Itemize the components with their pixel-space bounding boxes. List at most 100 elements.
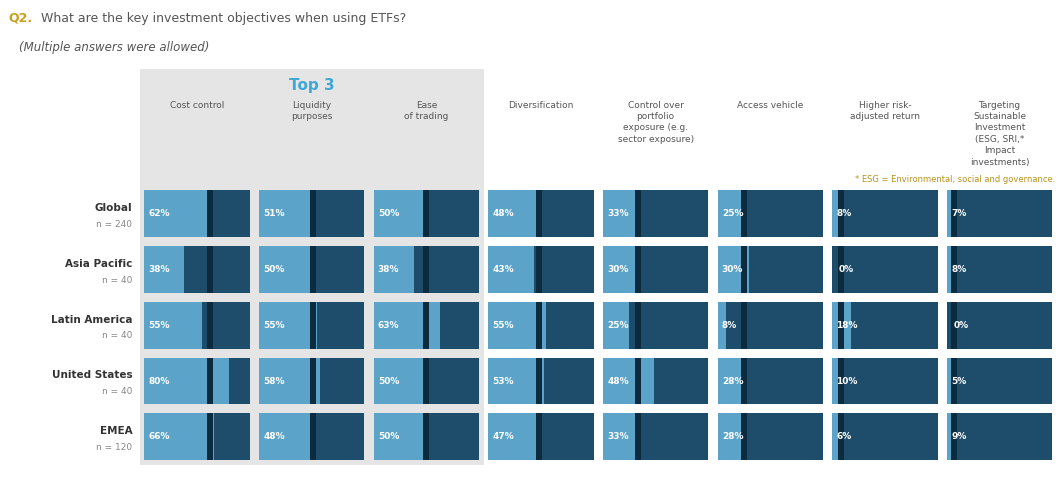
Text: 30%: 30% — [722, 265, 743, 274]
FancyBboxPatch shape — [603, 413, 638, 460]
Text: 28%: 28% — [722, 376, 743, 386]
Text: 80%: 80% — [148, 376, 169, 386]
FancyBboxPatch shape — [603, 358, 653, 404]
FancyBboxPatch shape — [603, 191, 708, 237]
FancyBboxPatch shape — [144, 246, 250, 293]
FancyBboxPatch shape — [951, 246, 957, 293]
FancyBboxPatch shape — [718, 413, 823, 460]
Text: 8%: 8% — [951, 265, 966, 274]
Text: 33%: 33% — [607, 432, 629, 441]
FancyBboxPatch shape — [259, 246, 311, 293]
FancyBboxPatch shape — [374, 358, 427, 404]
FancyBboxPatch shape — [488, 246, 534, 293]
FancyBboxPatch shape — [951, 413, 957, 460]
FancyBboxPatch shape — [603, 246, 634, 293]
Text: Targeting
Sustainable
Investment
(ESG, SRI,*
Impact
investments): Targeting Sustainable Investment (ESG, S… — [970, 101, 1029, 167]
FancyBboxPatch shape — [947, 246, 955, 293]
FancyBboxPatch shape — [947, 302, 1053, 349]
FancyBboxPatch shape — [718, 246, 749, 293]
FancyBboxPatch shape — [741, 302, 747, 349]
FancyBboxPatch shape — [374, 191, 427, 237]
FancyBboxPatch shape — [207, 191, 213, 237]
FancyBboxPatch shape — [374, 246, 414, 293]
Text: 58%: 58% — [264, 376, 285, 386]
Text: 55%: 55% — [492, 321, 514, 330]
Text: n = 40: n = 40 — [102, 275, 132, 285]
FancyBboxPatch shape — [374, 246, 479, 293]
FancyBboxPatch shape — [488, 413, 538, 460]
Text: n = 40: n = 40 — [102, 387, 132, 396]
FancyBboxPatch shape — [951, 358, 957, 404]
FancyBboxPatch shape — [310, 246, 316, 293]
FancyBboxPatch shape — [634, 191, 641, 237]
Text: 43%: 43% — [492, 265, 514, 274]
FancyBboxPatch shape — [488, 358, 594, 404]
Text: 62%: 62% — [148, 209, 170, 218]
FancyBboxPatch shape — [259, 191, 364, 237]
FancyBboxPatch shape — [832, 358, 843, 404]
FancyBboxPatch shape — [718, 302, 823, 349]
FancyBboxPatch shape — [144, 191, 250, 237]
FancyBboxPatch shape — [536, 413, 542, 460]
FancyBboxPatch shape — [488, 191, 594, 237]
Text: n = 240: n = 240 — [96, 220, 132, 229]
Text: n = 120: n = 120 — [96, 443, 132, 452]
FancyBboxPatch shape — [536, 246, 542, 293]
FancyBboxPatch shape — [838, 191, 844, 237]
FancyBboxPatch shape — [947, 191, 1053, 237]
Text: Diversification: Diversification — [508, 101, 574, 110]
Text: Higher risk-
adjusted return: Higher risk- adjusted return — [850, 101, 920, 121]
FancyBboxPatch shape — [374, 302, 479, 349]
FancyBboxPatch shape — [144, 246, 184, 293]
FancyBboxPatch shape — [207, 413, 213, 460]
Text: 6%: 6% — [837, 432, 851, 441]
Text: Cost control: Cost control — [169, 101, 225, 110]
FancyBboxPatch shape — [144, 302, 202, 349]
Text: Ease
of trading: Ease of trading — [405, 101, 449, 121]
Text: 53%: 53% — [492, 376, 514, 386]
FancyBboxPatch shape — [832, 358, 937, 404]
FancyBboxPatch shape — [718, 191, 823, 237]
Text: Global: Global — [94, 203, 132, 213]
FancyBboxPatch shape — [947, 358, 1053, 404]
Text: n = 40: n = 40 — [102, 331, 132, 341]
FancyBboxPatch shape — [951, 191, 957, 237]
Text: 48%: 48% — [607, 376, 629, 386]
Text: Control over
portfolio
exposure (e.g.
sector exposure): Control over portfolio exposure (e.g. se… — [617, 101, 694, 144]
Text: 25%: 25% — [607, 321, 629, 330]
Text: 18%: 18% — [837, 321, 858, 330]
FancyBboxPatch shape — [374, 302, 441, 349]
Text: Latin America: Latin America — [51, 315, 132, 325]
FancyBboxPatch shape — [310, 302, 316, 349]
FancyBboxPatch shape — [144, 413, 214, 460]
FancyBboxPatch shape — [536, 302, 542, 349]
FancyBboxPatch shape — [634, 302, 641, 349]
FancyBboxPatch shape — [832, 191, 937, 237]
FancyBboxPatch shape — [259, 302, 364, 349]
FancyBboxPatch shape — [374, 413, 479, 460]
FancyBboxPatch shape — [741, 413, 747, 460]
FancyBboxPatch shape — [718, 358, 823, 404]
Text: 0%: 0% — [953, 321, 968, 330]
Text: * ESG = Environmental, social and governance.: * ESG = Environmental, social and govern… — [856, 175, 1056, 183]
Text: (Multiple answers were allowed): (Multiple answers were allowed) — [19, 41, 210, 54]
FancyBboxPatch shape — [536, 358, 542, 404]
FancyBboxPatch shape — [259, 358, 364, 404]
FancyBboxPatch shape — [832, 246, 937, 293]
FancyBboxPatch shape — [424, 246, 429, 293]
FancyBboxPatch shape — [259, 246, 364, 293]
FancyBboxPatch shape — [374, 413, 427, 460]
Text: Asia Pacific: Asia Pacific — [65, 259, 132, 269]
FancyBboxPatch shape — [259, 191, 312, 237]
FancyBboxPatch shape — [718, 191, 743, 237]
FancyBboxPatch shape — [603, 302, 708, 349]
Text: What are the key investment objectives when using ETFs?: What are the key investment objectives w… — [41, 12, 407, 25]
Text: 50%: 50% — [378, 432, 399, 441]
FancyBboxPatch shape — [144, 413, 250, 460]
Text: 8%: 8% — [837, 209, 851, 218]
FancyBboxPatch shape — [718, 246, 823, 293]
Text: 50%: 50% — [378, 376, 399, 386]
FancyBboxPatch shape — [488, 246, 594, 293]
Text: Access vehicle: Access vehicle — [737, 101, 804, 110]
FancyBboxPatch shape — [603, 191, 638, 237]
